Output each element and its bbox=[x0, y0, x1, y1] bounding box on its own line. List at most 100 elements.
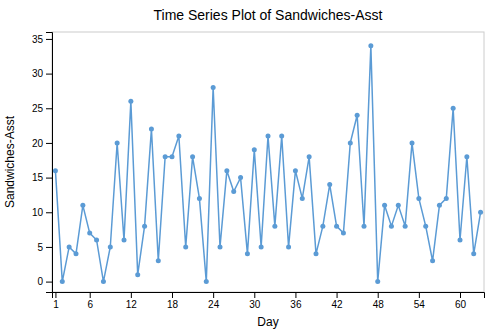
marker bbox=[389, 224, 394, 229]
tick-label: 0 bbox=[37, 276, 43, 287]
tick-mark bbox=[213, 292, 214, 298]
marker bbox=[375, 279, 380, 284]
marker bbox=[170, 154, 175, 159]
tick: 0 bbox=[37, 276, 52, 287]
marker bbox=[87, 231, 92, 236]
marker bbox=[122, 238, 127, 243]
tick-label: 5 bbox=[37, 242, 43, 253]
marker bbox=[156, 258, 161, 263]
tick-mark bbox=[55, 292, 56, 298]
marker bbox=[307, 154, 312, 159]
marker bbox=[149, 127, 154, 132]
marker bbox=[176, 134, 181, 139]
marker bbox=[410, 140, 415, 145]
tick: 25 bbox=[32, 103, 52, 114]
marker bbox=[464, 154, 469, 159]
tick-label: 60 bbox=[455, 299, 467, 310]
marker bbox=[204, 279, 209, 284]
marker bbox=[101, 279, 106, 284]
marker bbox=[245, 251, 250, 256]
tick: 15 bbox=[32, 172, 52, 183]
marker bbox=[266, 134, 271, 139]
tick: 54 bbox=[414, 292, 426, 310]
tick-label: 10 bbox=[32, 207, 44, 218]
marker bbox=[458, 238, 463, 243]
tick-mark bbox=[46, 212, 52, 213]
marker bbox=[286, 244, 291, 249]
tick: 48 bbox=[373, 292, 385, 310]
marker bbox=[444, 196, 449, 201]
marker bbox=[128, 99, 133, 104]
tick-mark bbox=[172, 292, 173, 298]
tick: 1 bbox=[53, 292, 59, 310]
marker bbox=[272, 224, 277, 229]
tick-mark bbox=[46, 247, 52, 248]
tick-label: 42 bbox=[332, 299, 344, 310]
marker bbox=[80, 203, 85, 208]
marker bbox=[300, 196, 305, 201]
marker bbox=[341, 231, 346, 236]
tick-label: 54 bbox=[414, 299, 426, 310]
tick: 10 bbox=[32, 207, 52, 218]
marker bbox=[238, 175, 243, 180]
tick: 60 bbox=[455, 292, 467, 310]
tick-mark bbox=[90, 292, 91, 298]
marker bbox=[334, 224, 339, 229]
marker bbox=[190, 154, 195, 159]
y-axis-title: Sandwiches-Asst bbox=[3, 115, 17, 208]
marker bbox=[423, 224, 428, 229]
tick-mark bbox=[131, 292, 132, 298]
marker bbox=[183, 244, 188, 249]
axis-line bbox=[53, 293, 485, 299]
marker bbox=[437, 203, 442, 208]
axis-line bbox=[46, 33, 53, 293]
marker bbox=[115, 140, 120, 145]
tick-mark bbox=[378, 292, 379, 298]
tick-label: 18 bbox=[167, 299, 179, 310]
marker bbox=[451, 106, 456, 111]
marker bbox=[471, 251, 476, 256]
tick-mark bbox=[46, 74, 52, 75]
marker bbox=[163, 154, 168, 159]
tick: 12 bbox=[126, 292, 138, 310]
tick: 24 bbox=[208, 292, 220, 310]
marker bbox=[211, 85, 216, 90]
tick: 18 bbox=[167, 292, 179, 310]
marker bbox=[355, 113, 360, 118]
marker bbox=[396, 203, 401, 208]
tick-mark bbox=[46, 178, 52, 179]
marker bbox=[279, 134, 284, 139]
marker bbox=[430, 258, 435, 263]
tick: 20 bbox=[32, 138, 52, 149]
marker bbox=[94, 238, 99, 243]
marker bbox=[197, 196, 202, 201]
marker bbox=[368, 43, 373, 48]
tick: 6 bbox=[87, 292, 93, 310]
tick-label: 1 bbox=[53, 299, 59, 310]
x-axis-title: Day bbox=[257, 315, 278, 329]
marker bbox=[53, 168, 58, 173]
marker bbox=[135, 272, 140, 277]
marker bbox=[218, 244, 223, 249]
tick-label: 15 bbox=[32, 172, 44, 183]
tick-label: 35 bbox=[32, 34, 44, 45]
title: Time Series Plot of Sandwiches-Asst bbox=[153, 7, 382, 23]
marker bbox=[224, 168, 229, 173]
marker bbox=[327, 182, 332, 187]
tick-mark bbox=[460, 292, 461, 298]
marker bbox=[252, 147, 257, 152]
tick-mark bbox=[295, 292, 296, 298]
marker bbox=[67, 244, 72, 249]
tick-mark bbox=[337, 292, 338, 298]
tick-label: 30 bbox=[32, 68, 44, 79]
tick-mark bbox=[254, 292, 255, 298]
tick-label: 12 bbox=[126, 299, 138, 310]
tick-mark bbox=[419, 292, 420, 298]
tick-mark bbox=[46, 108, 52, 109]
marker bbox=[314, 251, 319, 256]
marker bbox=[403, 224, 408, 229]
marker bbox=[259, 244, 264, 249]
chart: 1612182430364248546005101520253035Time S… bbox=[0, 0, 500, 334]
tick-mark bbox=[46, 39, 52, 40]
tick: 36 bbox=[290, 292, 302, 310]
